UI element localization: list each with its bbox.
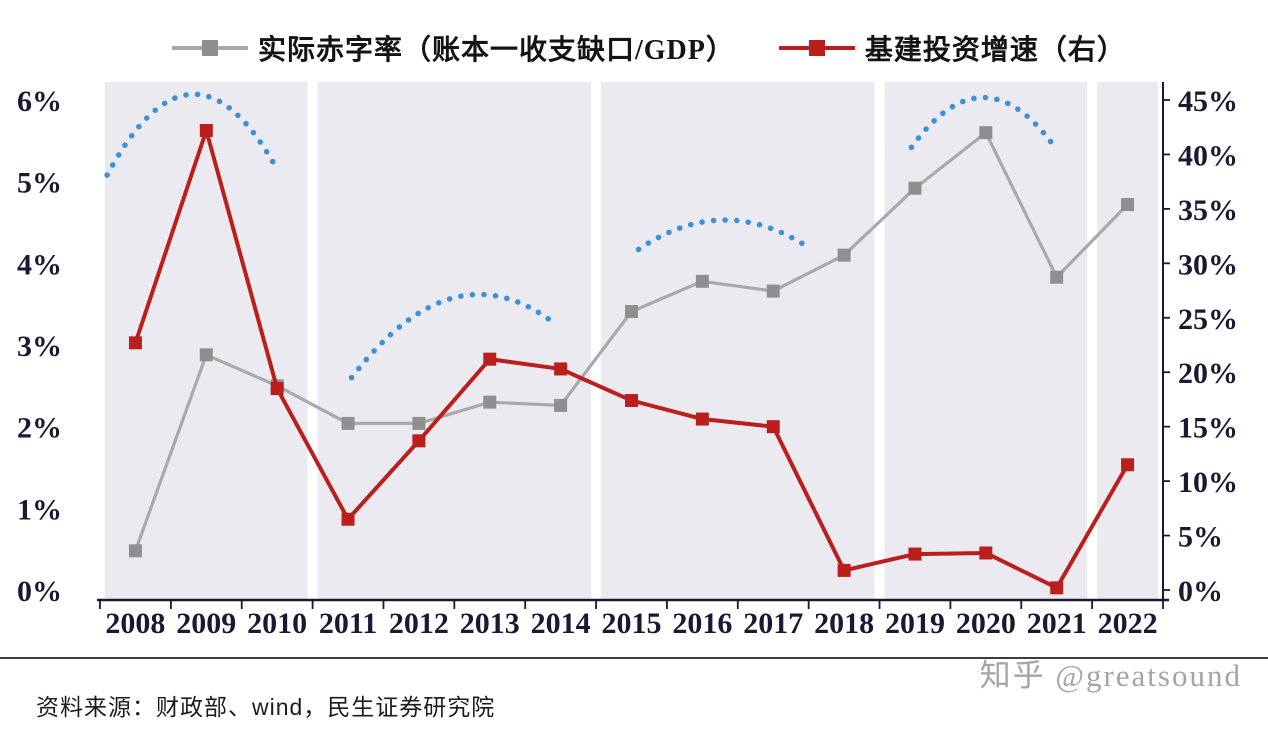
infrastructure-point-2022 bbox=[1121, 458, 1135, 472]
infrastructure-point-2015 bbox=[625, 394, 638, 408]
left-axis-label: 5% bbox=[17, 167, 62, 200]
x-axis-label: 2021 bbox=[1027, 607, 1087, 640]
legend-series2-swatch bbox=[778, 40, 855, 56]
deficit-point-2016 bbox=[695, 274, 709, 288]
x-axis-label: 2019 bbox=[885, 607, 945, 640]
period-band bbox=[1097, 82, 1158, 600]
deficit-point-2012 bbox=[412, 416, 426, 430]
footer-divider bbox=[0, 657, 1268, 659]
legend-series1-swatch bbox=[172, 40, 248, 56]
infrastructure-point-2018 bbox=[837, 563, 851, 577]
deficit-point-2022 bbox=[1121, 198, 1135, 212]
infrastructure-point-2014 bbox=[554, 362, 568, 376]
right-axis-label: 25% bbox=[1178, 303, 1238, 336]
period-band bbox=[884, 82, 1088, 600]
watermark: 知乎 @greatsound bbox=[979, 658, 1242, 693]
infrastructure-point-2021 bbox=[1050, 581, 1064, 595]
deficit-point-2019 bbox=[908, 181, 922, 195]
infrastructure-point-2013 bbox=[483, 352, 497, 366]
infrastructure-point-2009 bbox=[199, 123, 213, 137]
legend-series2-line-right bbox=[824, 46, 855, 50]
deficit-point-2011 bbox=[341, 416, 355, 430]
deficit-point-2021 bbox=[1050, 270, 1064, 284]
right-axis-label: 5% bbox=[1178, 521, 1223, 554]
deficit-point-2008 bbox=[128, 544, 142, 558]
x-axis-label: 2012 bbox=[389, 607, 449, 640]
deficit-point-2014 bbox=[554, 398, 568, 412]
infrastructure-point-2011 bbox=[341, 512, 355, 526]
left-axis-label: 4% bbox=[17, 248, 62, 281]
period-band bbox=[601, 82, 875, 600]
deficit-point-2017 bbox=[766, 284, 780, 298]
period-band bbox=[317, 82, 592, 600]
legend-series1-label: 实际赤字率（账本一收支缺口/GDP） bbox=[258, 35, 735, 66]
right-axis-label: 40% bbox=[1178, 139, 1238, 172]
legend-series2-line-left bbox=[778, 46, 809, 50]
legend-series2-marker-icon bbox=[808, 40, 825, 56]
deficit-point-2013 bbox=[483, 395, 497, 409]
infrastructure-point-2017 bbox=[766, 420, 780, 434]
left-axis-label: 3% bbox=[17, 330, 62, 363]
infrastructure-point-2020 bbox=[979, 546, 993, 560]
legend-item-infrastructure: 基建投资增速（右） bbox=[778, 28, 1126, 68]
legend-series1-line-right bbox=[218, 46, 248, 50]
right-axis-label: 10% bbox=[1178, 466, 1238, 499]
deficit-infrastructure-chart: 0% 1% 2% 3% 4% 5% 6% 0% 5% 10% 15% 20% 25% 30% 35% 40% 4… bbox=[17, 82, 1238, 640]
source-note: 资料来源：财政部、wind，民生证券研究院 bbox=[36, 694, 496, 720]
legend-series1-marker-icon bbox=[202, 40, 218, 56]
x-axis-label: 2020 bbox=[956, 607, 1016, 640]
x-axis-label: 2014 bbox=[531, 607, 591, 640]
right-axis-label: 15% bbox=[1178, 412, 1238, 445]
right-axis-label: 20% bbox=[1178, 357, 1238, 390]
right-axis-label: 0% bbox=[1178, 575, 1223, 608]
x-axis-label: 2011 bbox=[319, 607, 377, 640]
chart-legend: 实际赤字率（账本一收支缺口/GDP） 基建投资增速（右） bbox=[172, 28, 1126, 68]
x-axis-label: 2009 bbox=[176, 607, 236, 640]
deficit-point-2009 bbox=[199, 348, 213, 362]
right-axis-label: 45% bbox=[1178, 85, 1238, 118]
x-axis-label: 2016 bbox=[672, 607, 732, 640]
left-axis-label: 6% bbox=[17, 85, 62, 118]
right-axis-label: 30% bbox=[1178, 248, 1238, 281]
legend-series2-label: 基建投资增速（右） bbox=[864, 35, 1126, 66]
left-axis-label: 2% bbox=[17, 412, 62, 445]
infrastructure-point-2016 bbox=[695, 412, 709, 426]
deficit-point-2018 bbox=[837, 248, 851, 262]
infrastructure-point-2010 bbox=[270, 382, 284, 396]
trend-arc bbox=[908, 94, 1056, 151]
infrastructure-point-2008 bbox=[128, 336, 142, 350]
x-axis-label: 2015 bbox=[602, 607, 662, 640]
right-axis-label: 35% bbox=[1178, 194, 1238, 227]
left-axis-label: 0% bbox=[17, 575, 62, 608]
left-axis-label: 1% bbox=[17, 493, 62, 526]
deficit-point-2020 bbox=[979, 126, 993, 140]
x-axis-label: 2010 bbox=[247, 607, 307, 640]
x-axis-label: 2013 bbox=[460, 607, 520, 640]
trend-arc bbox=[635, 217, 808, 253]
x-axis-label: 2018 bbox=[814, 607, 874, 640]
infrastructure-point-2019 bbox=[908, 547, 922, 561]
legend-item-deficit: 实际赤字率（账本一收支缺口/GDP） bbox=[172, 28, 735, 68]
x-axis-label: 2017 bbox=[743, 607, 803, 640]
infrastructure-point-2012 bbox=[412, 434, 426, 448]
deficit-point-2015 bbox=[625, 305, 638, 319]
x-axis-label: 2008 bbox=[105, 607, 165, 640]
legend-series1-line-left bbox=[172, 46, 202, 50]
x-axis-label: 2022 bbox=[1098, 607, 1158, 640]
